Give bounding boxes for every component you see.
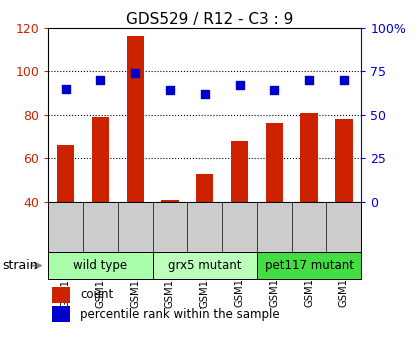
Text: wild type: wild type <box>74 259 128 272</box>
Bar <box>57 145 74 202</box>
Point <box>167 88 173 93</box>
Bar <box>257 252 361 279</box>
Bar <box>231 141 248 202</box>
Point <box>341 77 347 83</box>
Bar <box>300 112 318 202</box>
Bar <box>265 124 283 202</box>
Bar <box>335 119 352 202</box>
Bar <box>52 287 70 303</box>
Text: pet117 mutant: pet117 mutant <box>265 259 354 272</box>
Text: grx5 mutant: grx5 mutant <box>168 259 241 272</box>
Bar <box>52 306 70 322</box>
Bar <box>48 252 152 279</box>
Text: percentile rank within the sample: percentile rank within the sample <box>81 308 280 321</box>
Point <box>202 91 208 97</box>
Text: GDS529 / R12 - C3 : 9: GDS529 / R12 - C3 : 9 <box>126 12 294 27</box>
Bar <box>126 36 144 202</box>
Bar <box>92 117 109 202</box>
Point <box>271 88 278 93</box>
Point <box>97 77 104 83</box>
Point <box>306 77 312 83</box>
Point <box>132 70 139 76</box>
Text: count: count <box>81 288 114 301</box>
Bar <box>152 252 257 279</box>
Bar <box>196 174 213 202</box>
Point <box>236 82 243 88</box>
Bar <box>161 200 178 202</box>
Text: strain: strain <box>2 259 38 272</box>
Point <box>62 86 69 91</box>
